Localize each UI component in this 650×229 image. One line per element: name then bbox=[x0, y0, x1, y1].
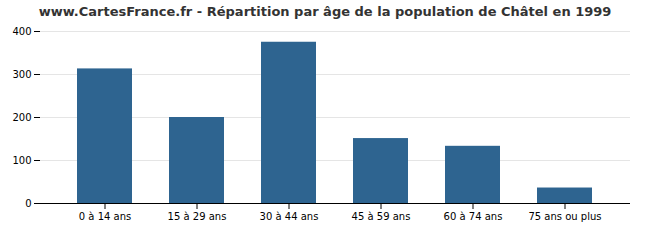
html-text:www.CartesFrance.fr - Répartit: www.CartesFrance.fr - Répartition par âg… bbox=[38, 4, 612, 19]
svg-text:300: 300 bbox=[12, 69, 31, 80]
svg-text:15 à 29 ans: 15 à 29 ans bbox=[168, 211, 227, 222]
svg-text:30 à 44 ans: 30 à 44 ans bbox=[260, 211, 319, 222]
svg-text:100: 100 bbox=[12, 155, 31, 166]
svg-text:45 à 59 ans: 45 à 59 ans bbox=[352, 211, 411, 222]
svg-text:400: 400 bbox=[12, 26, 31, 37]
svg-text:0 à 14 ans: 0 à 14 ans bbox=[79, 211, 131, 222]
svg-text:200: 200 bbox=[12, 112, 31, 123]
svg-text:0: 0 bbox=[25, 198, 31, 209]
svg-text:75 ans ou plus: 75 ans ou plus bbox=[528, 211, 601, 222]
svg-text:60 à 74 ans: 60 à 74 ans bbox=[444, 211, 503, 222]
